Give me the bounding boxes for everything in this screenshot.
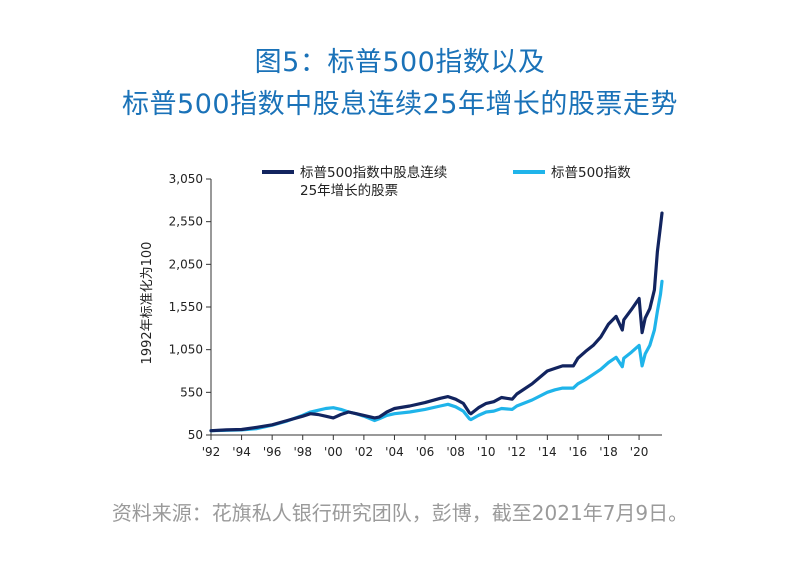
x-tick-label: '96 (263, 445, 282, 459)
x-tick-label: '10 (477, 445, 496, 459)
y-axis-label: 1992年标准化为100 (140, 242, 155, 365)
x-tick-label: '02 (355, 445, 374, 459)
x-tick-label: '04 (385, 445, 404, 459)
x-tick-label: '08 (446, 445, 465, 459)
x-tick-label: '16 (569, 445, 588, 459)
x-tick-label: '00 (324, 445, 343, 459)
x-tick-label: '18 (599, 445, 618, 459)
x-tick-label: '94 (232, 445, 251, 459)
x-tick-label: '12 (507, 445, 526, 459)
x-tick-label: '20 (630, 445, 649, 459)
chart-title-line2: 标普500指数中股息连续25年增长的股票走势 (122, 89, 678, 120)
series-line-sp500 (209, 279, 664, 433)
chart-title-line1: 图5：标普500指数以及 (254, 47, 546, 78)
source-note: 资料来源：花旗私人银行研究团队，彭博，截至2021年7月9日。 (111, 501, 689, 525)
y-tick-label: 2,050 (169, 257, 203, 271)
x-tick-label: '06 (416, 445, 435, 459)
y-tick-label: 1,050 (169, 343, 203, 357)
x-tick-label: '14 (538, 445, 557, 459)
y-tick-label: 50 (188, 428, 203, 442)
y-tick-label: 3,050 (169, 172, 203, 186)
chart-series (209, 211, 664, 433)
x-tick-label: '98 (293, 445, 312, 459)
y-tick-label: 2,550 (169, 215, 203, 229)
legend-label-dividend-growers: 25年增长的股票 (300, 183, 398, 199)
y-tick-label: 550 (180, 385, 203, 399)
chart-axes: 50 550 1,050 1,550 2,050 2,550 3,050 '92 '94 '96 '… (140, 172, 662, 459)
chart-legend: 标普500指数中股息连续 25年增长的股票 标普500指数 (262, 164, 631, 199)
y-tick-label: 1,550 (169, 300, 203, 314)
x-tick-label: '92 (202, 445, 221, 459)
legend-label-sp500: 标普500指数 (551, 165, 631, 181)
series-line-dividend-growers (209, 211, 664, 433)
legend-label-dividend-growers: 标普500指数中股息连续 (300, 164, 447, 181)
